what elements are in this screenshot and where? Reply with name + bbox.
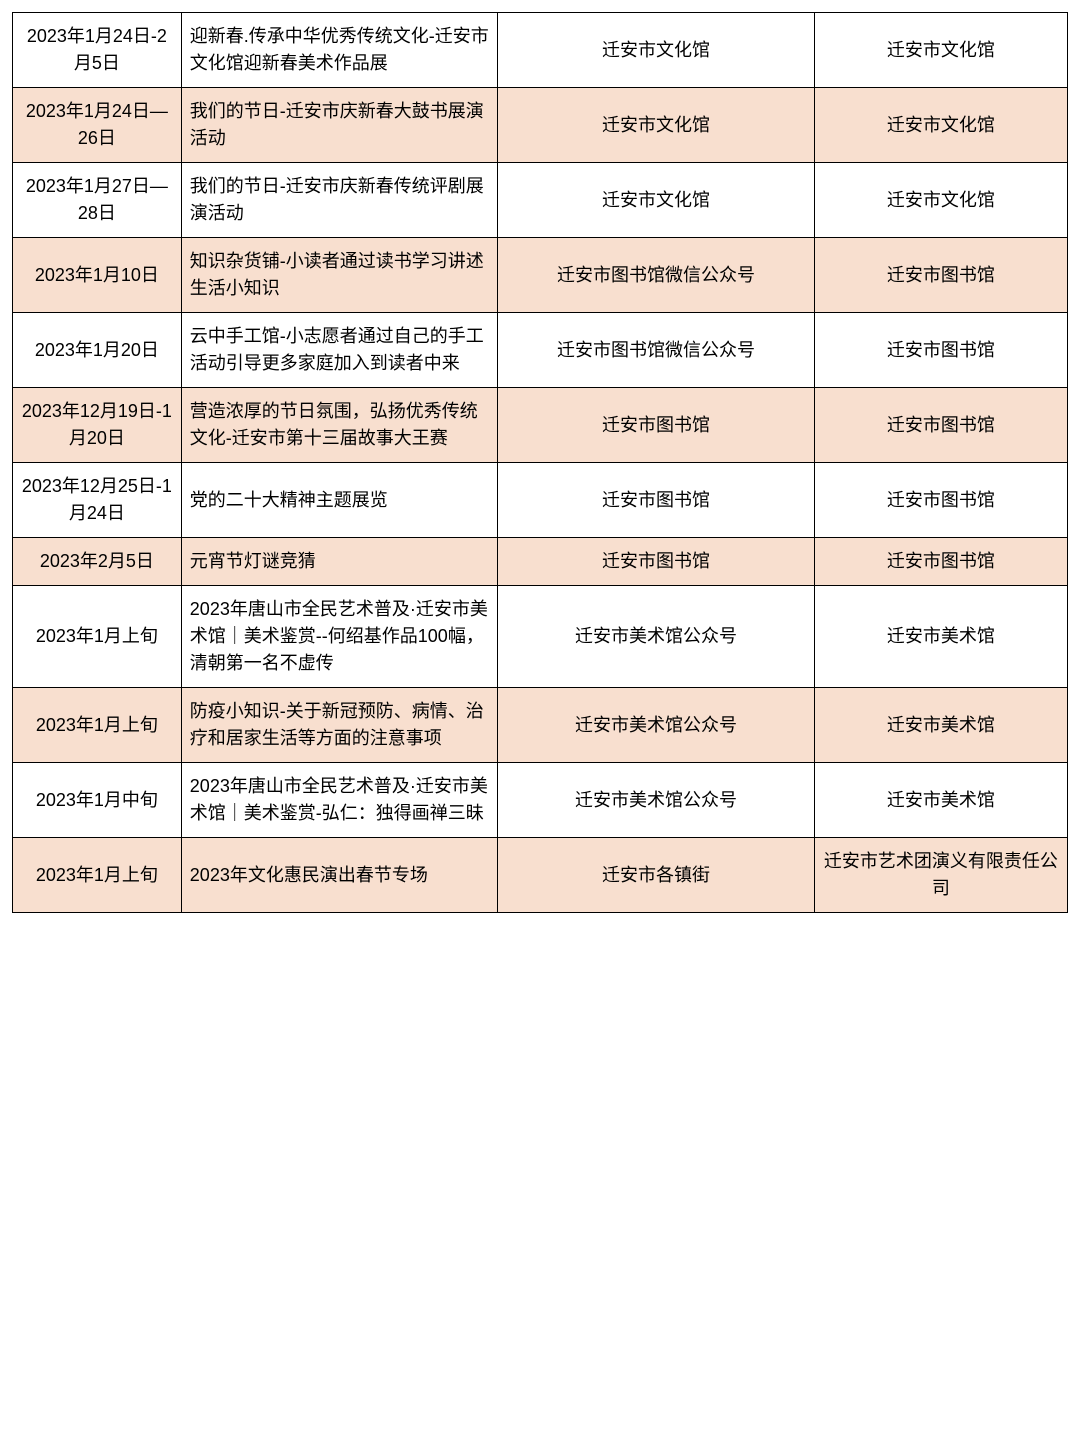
cell-event: 2023年文化惠民演出春节专场 <box>181 838 498 913</box>
table-row: 2023年1月10日知识杂货铺-小读者通过读书学习讲述生活小知识迁安市图书馆微信… <box>13 238 1068 313</box>
cell-location: 迁安市图书馆微信公众号 <box>498 313 815 388</box>
cell-organizer: 迁安市美术馆 <box>814 763 1067 838</box>
cell-location: 迁安市文化馆 <box>498 88 815 163</box>
cell-organizer: 迁安市文化馆 <box>814 88 1067 163</box>
cell-event: 云中手工馆-小志愿者通过自己的手工活动引导更多家庭加入到读者中来 <box>181 313 498 388</box>
table-row: 2023年1月20日云中手工馆-小志愿者通过自己的手工活动引导更多家庭加入到读者… <box>13 313 1068 388</box>
cell-organizer: 迁安市美术馆 <box>814 688 1067 763</box>
cell-event: 2023年唐山市全民艺术普及·迁安市美术馆｜美术鉴赏-弘仁：独得画禅三昧 <box>181 763 498 838</box>
cell-location: 迁安市美术馆公众号 <box>498 763 815 838</box>
cell-organizer: 迁安市图书馆 <box>814 538 1067 586</box>
events-tbody: 2023年1月24日-2月5日迎新春.传承中华优秀传统文化-迁安市文化馆迎新春美… <box>13 13 1068 913</box>
cell-event: 我们的节日-迁安市庆新春大鼓书展演活动 <box>181 88 498 163</box>
cell-organizer: 迁安市图书馆 <box>814 313 1067 388</box>
table-row: 2023年1月上旬2023年文化惠民演出春节专场迁安市各镇街迁安市艺术团演义有限… <box>13 838 1068 913</box>
cell-organizer: 迁安市美术馆 <box>814 586 1067 688</box>
cell-organizer: 迁安市图书馆 <box>814 388 1067 463</box>
cell-event: 2023年唐山市全民艺术普及·迁安市美术馆｜美术鉴赏--何绍基作品100幅，清朝… <box>181 586 498 688</box>
table-row: 2023年1月上旬2023年唐山市全民艺术普及·迁安市美术馆｜美术鉴赏--何绍基… <box>13 586 1068 688</box>
table-row: 2023年12月19日-1月20日营造浓厚的节日氛围，弘扬优秀传统文化-迁安市第… <box>13 388 1068 463</box>
events-table: 2023年1月24日-2月5日迎新春.传承中华优秀传统文化-迁安市文化馆迎新春美… <box>12 12 1068 913</box>
cell-location: 迁安市美术馆公众号 <box>498 586 815 688</box>
cell-organizer: 迁安市文化馆 <box>814 13 1067 88</box>
cell-date: 2023年2月5日 <box>13 538 182 586</box>
cell-location: 迁安市美术馆公众号 <box>498 688 815 763</box>
cell-organizer: 迁安市艺术团演义有限责任公司 <box>814 838 1067 913</box>
cell-date: 2023年12月25日-1月24日 <box>13 463 182 538</box>
cell-location: 迁安市图书馆微信公众号 <box>498 238 815 313</box>
cell-event: 党的二十大精神主题展览 <box>181 463 498 538</box>
cell-location: 迁安市各镇街 <box>498 838 815 913</box>
cell-event: 元宵节灯谜竞猜 <box>181 538 498 586</box>
cell-date: 2023年1月中旬 <box>13 763 182 838</box>
cell-date: 2023年1月10日 <box>13 238 182 313</box>
table-row: 2023年1月上旬防疫小知识-关于新冠预防、病情、治疗和居家生活等方面的注意事项… <box>13 688 1068 763</box>
cell-location: 迁安市图书馆 <box>498 538 815 586</box>
cell-date: 2023年1月27日—28日 <box>13 163 182 238</box>
cell-event: 知识杂货铺-小读者通过读书学习讲述生活小知识 <box>181 238 498 313</box>
cell-organizer: 迁安市图书馆 <box>814 463 1067 538</box>
cell-location: 迁安市文化馆 <box>498 163 815 238</box>
cell-event: 我们的节日-迁安市庆新春传统评剧展演活动 <box>181 163 498 238</box>
cell-organizer: 迁安市文化馆 <box>814 163 1067 238</box>
cell-location: 迁安市图书馆 <box>498 463 815 538</box>
cell-organizer: 迁安市图书馆 <box>814 238 1067 313</box>
cell-date: 2023年1月上旬 <box>13 688 182 763</box>
table-row: 2023年1月24日—26日我们的节日-迁安市庆新春大鼓书展演活动迁安市文化馆迁… <box>13 88 1068 163</box>
table-row: 2023年2月5日元宵节灯谜竞猜迁安市图书馆迁安市图书馆 <box>13 538 1068 586</box>
cell-date: 2023年1月24日—26日 <box>13 88 182 163</box>
cell-location: 迁安市图书馆 <box>498 388 815 463</box>
table-row: 2023年1月27日—28日我们的节日-迁安市庆新春传统评剧展演活动迁安市文化馆… <box>13 163 1068 238</box>
cell-event: 迎新春.传承中华优秀传统文化-迁安市文化馆迎新春美术作品展 <box>181 13 498 88</box>
cell-location: 迁安市文化馆 <box>498 13 815 88</box>
cell-event: 营造浓厚的节日氛围，弘扬优秀传统文化-迁安市第十三届故事大王赛 <box>181 388 498 463</box>
cell-date: 2023年1月24日-2月5日 <box>13 13 182 88</box>
cell-date: 2023年1月上旬 <box>13 586 182 688</box>
cell-date: 2023年1月20日 <box>13 313 182 388</box>
cell-event: 防疫小知识-关于新冠预防、病情、治疗和居家生活等方面的注意事项 <box>181 688 498 763</box>
cell-date: 2023年12月19日-1月20日 <box>13 388 182 463</box>
table-row: 2023年1月中旬2023年唐山市全民艺术普及·迁安市美术馆｜美术鉴赏-弘仁：独… <box>13 763 1068 838</box>
table-row: 2023年1月24日-2月5日迎新春.传承中华优秀传统文化-迁安市文化馆迎新春美… <box>13 13 1068 88</box>
table-row: 2023年12月25日-1月24日党的二十大精神主题展览迁安市图书馆迁安市图书馆 <box>13 463 1068 538</box>
cell-date: 2023年1月上旬 <box>13 838 182 913</box>
